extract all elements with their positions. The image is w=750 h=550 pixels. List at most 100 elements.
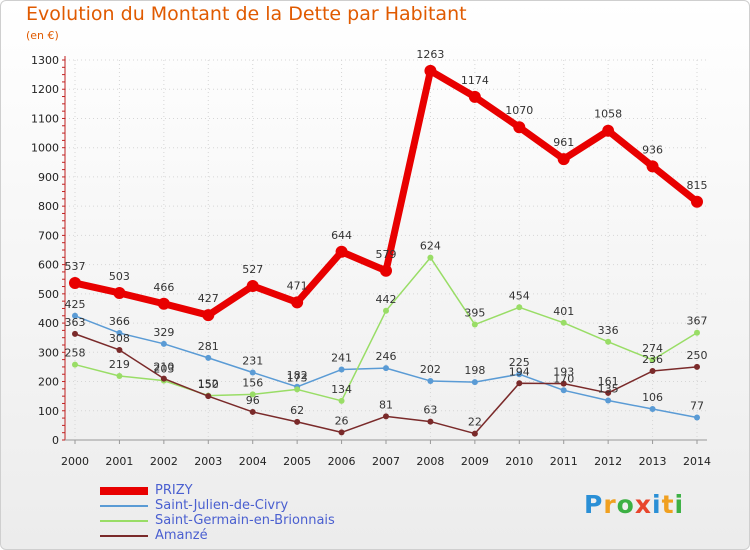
data-point (202, 309, 215, 322)
data-label: 442 (376, 293, 397, 306)
data-point (468, 90, 481, 103)
y-tick-label: 600 (38, 259, 59, 272)
data-label: 336 (598, 324, 619, 337)
data-point (646, 160, 659, 173)
data-label: 1174 (461, 74, 489, 87)
logo-letter: t (661, 490, 675, 519)
data-label: 308 (109, 332, 130, 345)
data-point (602, 124, 615, 137)
data-label: 63 (423, 404, 437, 417)
legend-item: Saint-Germain-en-Brionnais (100, 513, 420, 528)
legend-swatch (100, 535, 148, 537)
data-point (294, 386, 301, 393)
data-label: 579 (376, 248, 397, 261)
data-label: 225 (509, 356, 530, 369)
legend-item: PRIZY (100, 483, 420, 498)
data-label: 644 (331, 229, 352, 242)
data-point (160, 340, 167, 347)
data-point (205, 354, 212, 361)
data-point (246, 279, 259, 292)
data-label: 198 (464, 364, 485, 377)
x-tick-label: 2010 (505, 455, 533, 468)
data-label: 366 (109, 315, 130, 328)
legend: PRIZY Saint-Julien-de-Civry Saint-Germain-… (100, 483, 420, 543)
data-point (116, 346, 123, 353)
legend-label: PRIZY (155, 483, 193, 498)
data-point (383, 307, 389, 314)
y-tick-label: 200 (38, 376, 59, 389)
data-point (157, 297, 170, 310)
y-tick-label: 700 (38, 229, 59, 242)
data-point (694, 363, 700, 370)
data-point (560, 380, 567, 387)
data-point (205, 393, 212, 400)
data-label: 170 (553, 372, 574, 385)
data-point (249, 408, 256, 415)
data-label: 219 (109, 358, 130, 371)
data-label: 62 (290, 404, 304, 417)
y-tick-label: 300 (38, 346, 59, 359)
data-point (557, 153, 570, 166)
data-point (116, 372, 123, 379)
data-point (291, 296, 304, 309)
series-lines (69, 64, 703, 437)
data-point (516, 380, 523, 387)
data-point (471, 430, 478, 437)
data-point (72, 330, 78, 337)
data-label: 329 (153, 326, 174, 339)
legend-label: Saint-Germain-en-Brionnais (155, 513, 335, 528)
x-tick-label: 2013 (639, 455, 667, 468)
x-tick-label: 2002 (150, 455, 178, 468)
y-tick-label: 400 (38, 317, 59, 330)
y-tick-label: 100 (38, 405, 59, 418)
data-point (160, 375, 167, 382)
data-label: 150 (198, 378, 219, 391)
legend-label: Saint-Julien-de-Civry (155, 498, 289, 513)
data-point (560, 387, 567, 394)
data-label: 274 (642, 342, 663, 355)
x-tick-label: 2004 (239, 455, 267, 468)
y-tick-label: 800 (38, 200, 59, 213)
data-point (335, 245, 348, 258)
data-point (427, 377, 434, 384)
data-label: 624 (420, 240, 441, 253)
data-point (513, 121, 526, 134)
logo-letter: o (616, 490, 635, 519)
data-label: 203 (153, 363, 174, 376)
legend-item: Amanzé (100, 528, 420, 543)
data-label: 936 (642, 143, 663, 156)
data-label: 1263 (416, 48, 444, 61)
data-point (605, 397, 612, 404)
data-point (605, 389, 612, 396)
data-label: 26 (335, 414, 349, 427)
x-tick-label: 2007 (372, 455, 400, 468)
data-label: 281 (198, 340, 219, 353)
data-point (694, 414, 700, 421)
data-label: 77 (690, 399, 704, 412)
y-tick-label: 1300 (31, 54, 59, 67)
data-point (294, 418, 301, 425)
x-tick-label: 2003 (194, 455, 222, 468)
proxiti-logo: Proxiti (584, 490, 684, 519)
data-point (383, 365, 389, 372)
legend-swatch (100, 520, 148, 522)
logo-letter: P (584, 490, 604, 519)
data-point (471, 379, 478, 386)
data-point (691, 195, 703, 208)
axes: 0 100 200 300 400 500 600 700 800 900 1000 1100 1200… (31, 54, 711, 468)
data-label: 134 (331, 383, 352, 396)
data-point (72, 361, 78, 368)
data-label: 182 (287, 369, 308, 382)
data-label: 466 (153, 281, 174, 294)
data-point (338, 397, 345, 404)
data-point (113, 286, 126, 299)
legend-item: Saint-Julien-de-Civry (100, 498, 420, 513)
data-label: 537 (65, 260, 86, 273)
y-tick-label: 1100 (31, 112, 59, 125)
data-label: 503 (109, 270, 130, 283)
y-tick-label: 0 (52, 434, 59, 447)
data-point (72, 312, 78, 319)
data-label: 258 (65, 347, 86, 360)
